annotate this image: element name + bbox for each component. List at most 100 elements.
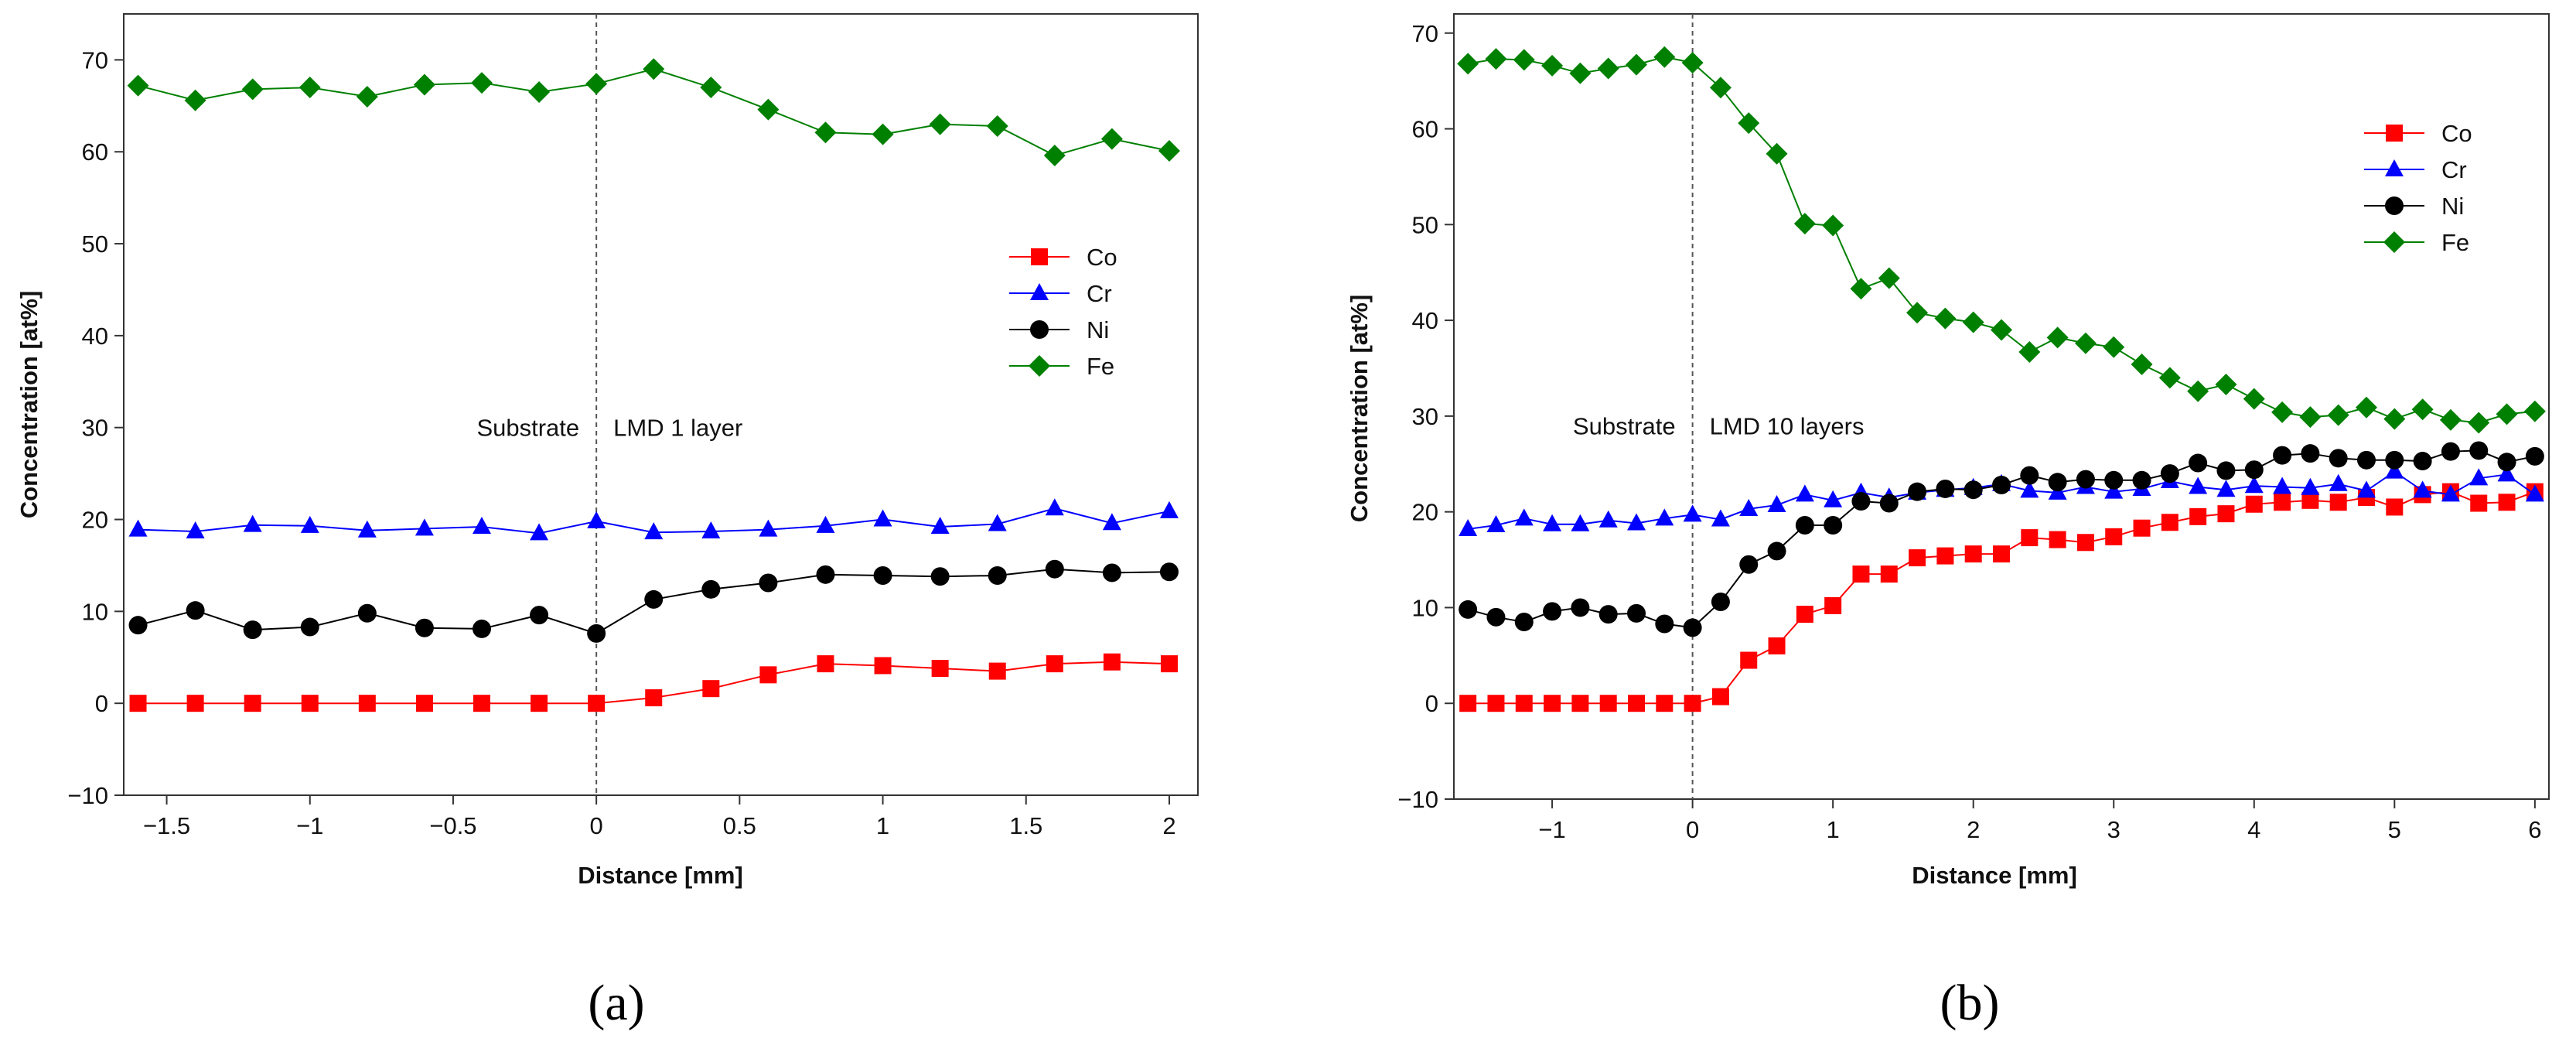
data-point-cr xyxy=(988,514,1007,531)
x-tick-label: 3 xyxy=(2107,816,2121,843)
data-point-co xyxy=(988,662,1006,680)
legend-marker-cr xyxy=(1030,283,1049,300)
data-point-cr xyxy=(1655,508,1674,526)
data-point-fe xyxy=(1991,319,2012,341)
legend-label-ni: Ni xyxy=(2441,193,2464,220)
data-point-co xyxy=(2245,495,2263,513)
data-point-ni xyxy=(930,567,950,586)
data-point-ni xyxy=(1739,555,1759,574)
data-point-cr xyxy=(930,517,950,535)
data-point-fe xyxy=(184,89,206,111)
series-group xyxy=(127,58,1180,712)
data-point-cr xyxy=(1683,504,1702,522)
legend-label-co: Co xyxy=(2441,120,2472,147)
data-point-ni xyxy=(1795,515,1814,535)
data-point-fe xyxy=(413,73,435,96)
data-point-co xyxy=(1656,695,1674,712)
data-point-cr xyxy=(587,511,606,528)
series-fe xyxy=(1457,46,2546,434)
legend-marker-co xyxy=(1031,248,1048,265)
data-point-ni xyxy=(2160,464,2179,483)
data-point-cr xyxy=(2441,484,2460,502)
data-point-co xyxy=(1711,688,1729,705)
data-point-ni xyxy=(1683,618,1702,637)
data-point-ni xyxy=(300,617,319,637)
x-tick-label: 6 xyxy=(2528,816,2541,843)
legend: Co Cr Ni Fe xyxy=(2364,120,2472,256)
y-tick-label: 0 xyxy=(95,690,108,717)
data-point-co xyxy=(874,657,892,675)
data-point-fe xyxy=(1569,62,1592,84)
series-co xyxy=(129,653,1178,712)
data-point-fe xyxy=(1822,214,1844,237)
data-point-ni xyxy=(1908,482,1927,501)
data-point-ni xyxy=(701,579,721,599)
data-point-fe xyxy=(2496,403,2518,425)
data-point-fe xyxy=(2271,401,2294,423)
legend-label-co: Co xyxy=(1087,244,1117,271)
data-point-cr xyxy=(186,521,205,538)
series-cr xyxy=(128,498,1179,541)
data-point-ni xyxy=(2104,470,2124,490)
data-point-cr xyxy=(759,519,778,537)
data-point-co xyxy=(129,695,147,712)
data-point-fe xyxy=(2158,367,2181,389)
legend-marker-co xyxy=(2386,125,2403,142)
data-point-co xyxy=(2021,529,2039,547)
data-point-co xyxy=(1046,655,1063,673)
y-tick-label: 70 xyxy=(1412,20,1438,47)
data-point-fe xyxy=(2356,396,2377,419)
y-tick-label: 30 xyxy=(1412,403,1438,430)
data-point-ni xyxy=(1964,480,1983,500)
data-point-cr xyxy=(1045,498,1064,516)
data-point-co xyxy=(2217,505,2235,523)
data-point-ni xyxy=(1767,541,1786,561)
data-point-cr xyxy=(644,522,664,540)
data-point-ni xyxy=(415,618,434,637)
data-point-ni xyxy=(128,616,148,635)
x-axis-label: Distance [mm] xyxy=(1912,862,2077,889)
data-point-cr xyxy=(1486,514,1506,532)
legend-label-cr: Cr xyxy=(2441,156,2467,183)
data-point-cr xyxy=(1571,514,1590,531)
y-axis-label: Concentration [at%] xyxy=(1346,295,1373,523)
data-point-ni xyxy=(1543,602,1562,621)
data-point-co xyxy=(2161,514,2179,531)
data-point-co xyxy=(1103,653,1121,671)
data-point-ni xyxy=(644,589,664,609)
data-point-fe xyxy=(2018,340,2041,363)
data-point-ni xyxy=(2441,442,2460,461)
data-point-cr xyxy=(873,509,892,527)
data-point-co xyxy=(1459,695,1477,712)
data-point-cr xyxy=(1767,494,1786,512)
data-point-co xyxy=(301,695,319,712)
data-point-fe xyxy=(1597,57,1619,80)
y-axis-label: Concentration [at%] xyxy=(15,291,43,519)
data-point-ni xyxy=(186,601,205,620)
data-point-fe xyxy=(2383,408,2406,430)
data-point-fe xyxy=(127,74,149,97)
data-point-cr xyxy=(1739,498,1759,516)
annotation-substrate: Substrate xyxy=(1573,412,1676,439)
x-tick-label: 1 xyxy=(1827,816,1840,843)
series-line-fe xyxy=(1468,56,2535,424)
data-point-co xyxy=(1852,565,1870,583)
data-point-co xyxy=(1684,695,1701,712)
data-point-fe xyxy=(1485,48,1507,70)
data-point-fe xyxy=(1100,128,1123,150)
data-point-co xyxy=(1824,596,1842,614)
annotation-lmd: LMD 1 layer xyxy=(613,415,742,442)
data-point-ni xyxy=(2469,441,2489,460)
data-point-co xyxy=(2133,519,2151,537)
data-point-ni xyxy=(530,606,549,625)
data-point-cr xyxy=(2104,481,2124,499)
legend-marker-ni xyxy=(1030,320,1049,339)
series-ni xyxy=(1459,441,2544,637)
data-point-cr xyxy=(415,518,434,536)
data-point-cr xyxy=(1824,490,1843,507)
y-tick-label: 0 xyxy=(1425,690,1438,717)
data-point-fe xyxy=(1793,213,1816,235)
data-point-co xyxy=(1571,695,1589,712)
legend-marker-fe xyxy=(2383,231,2405,253)
